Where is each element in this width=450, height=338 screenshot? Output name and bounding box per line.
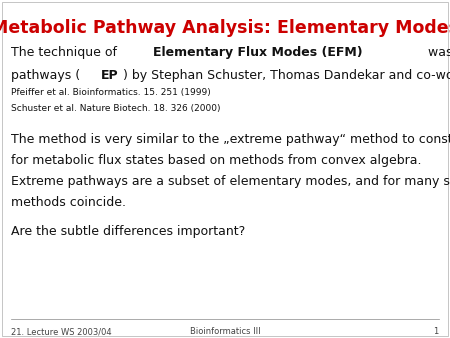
Text: Are the subtle differences important?: Are the subtle differences important? (11, 225, 246, 238)
Text: Bioinformatics III: Bioinformatics III (190, 327, 260, 336)
Text: 1: 1 (433, 327, 439, 336)
Text: Metabolic Pathway Analysis: Elementary Modes: Metabolic Pathway Analysis: Elementary M… (0, 19, 450, 37)
Text: Extreme pathways are a subset of elementary modes, and for many systems, both: Extreme pathways are a subset of element… (11, 175, 450, 188)
Text: The technique of: The technique of (11, 46, 121, 58)
Text: Schuster et al. Nature Biotech. 18. 326 (2000): Schuster et al. Nature Biotech. 18. 326 … (11, 104, 221, 114)
Text: for metabolic flux states based on methods from convex algebra.: for metabolic flux states based on metho… (11, 154, 422, 167)
Text: was developed prior to extreme: was developed prior to extreme (423, 46, 450, 58)
Text: Elementary Flux Modes (EFM): Elementary Flux Modes (EFM) (153, 46, 363, 58)
Text: EP: EP (100, 69, 118, 81)
Text: 21. Lecture WS 2003/04: 21. Lecture WS 2003/04 (11, 327, 112, 336)
Text: pathways (: pathways ( (11, 69, 81, 81)
Text: methods coincide.: methods coincide. (11, 196, 126, 209)
Text: Pfeiffer et al. Bioinformatics. 15. 251 (1999): Pfeiffer et al. Bioinformatics. 15. 251 … (11, 88, 211, 97)
Text: The method is very similar to the „extreme pathway“ method to construct a basis: The method is very similar to the „extre… (11, 133, 450, 146)
Text: ) by Stephan Schuster, Thomas Dandekar and co-workers:: ) by Stephan Schuster, Thomas Dandekar a… (123, 69, 450, 81)
